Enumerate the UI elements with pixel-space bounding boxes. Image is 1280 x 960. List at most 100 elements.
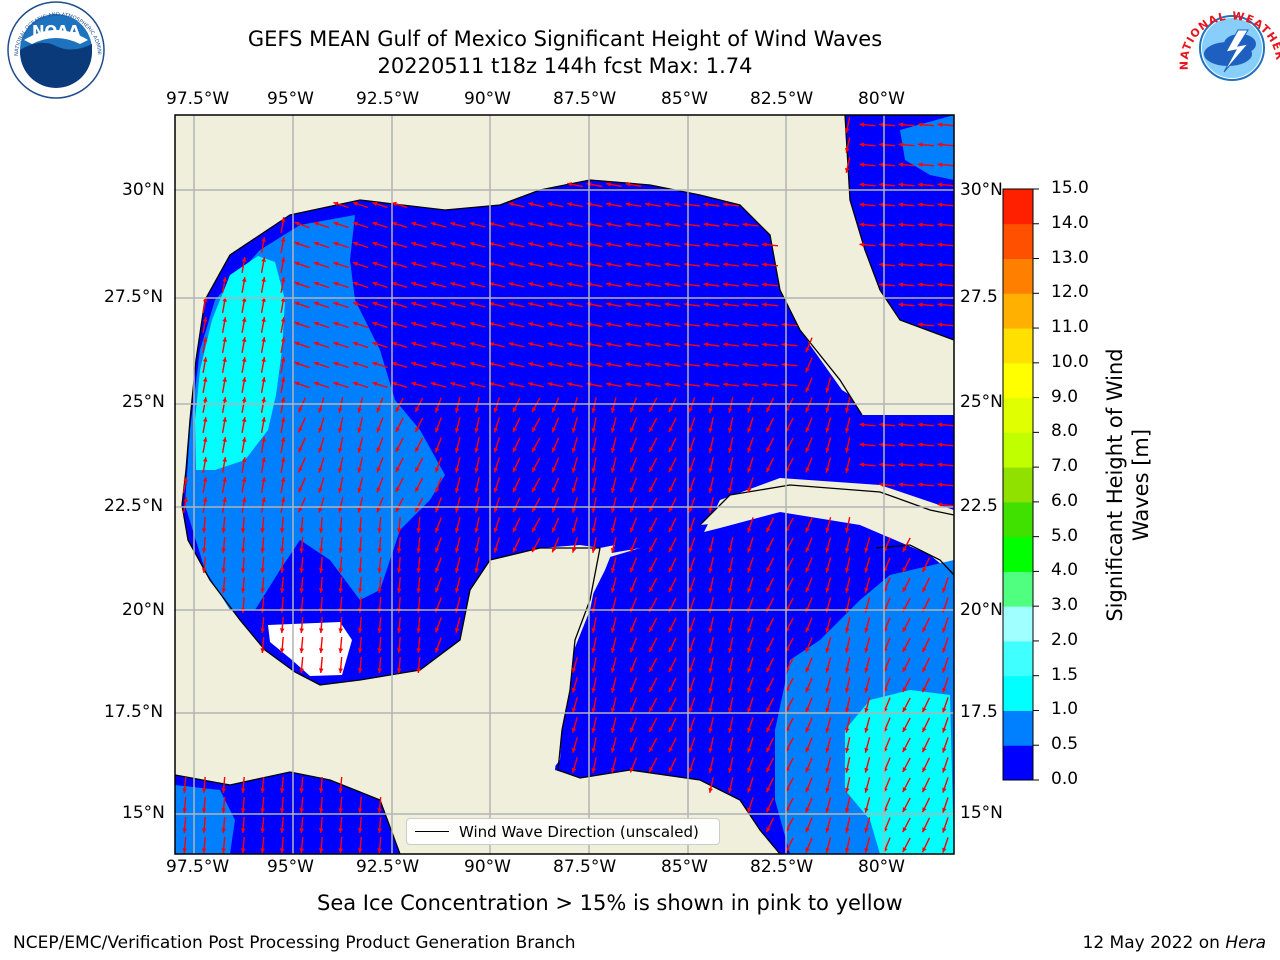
arrow-head (825, 687, 830, 693)
arrow-head (318, 447, 323, 453)
arrow-head (845, 428, 850, 433)
arrow-head (279, 588, 285, 593)
arrow-head (450, 221, 456, 227)
arrow-head (415, 487, 420, 493)
arrow-head (318, 568, 324, 573)
arrow-head (879, 282, 884, 287)
arrow-head (469, 361, 475, 367)
arrow-head (703, 262, 709, 267)
arrow-head (280, 317, 286, 322)
arrow-head (845, 728, 850, 733)
arrow-head (708, 767, 713, 773)
arrow-head (879, 182, 884, 187)
arrow-head (338, 588, 343, 593)
arrow-head (902, 807, 907, 813)
arrow-head (591, 468, 596, 473)
arrow-head (474, 488, 479, 493)
arrow-head (723, 242, 728, 247)
arrow-head (333, 241, 339, 246)
arrow-head (450, 241, 456, 247)
arrow-head (630, 727, 635, 733)
arrow-head (742, 362, 748, 367)
arrow-head (703, 382, 709, 387)
arrow-head (493, 467, 499, 473)
arrow-head (805, 467, 810, 473)
arrow-head (202, 397, 208, 402)
arrow-head (688, 647, 693, 653)
arrow-head (450, 321, 456, 327)
arrow-head (864, 667, 869, 673)
arrow-head (708, 487, 713, 493)
arrow-head (805, 427, 810, 433)
arrow-head (728, 588, 733, 593)
arrow-head (261, 357, 266, 362)
arrow-head (898, 442, 904, 447)
arrow-head (415, 507, 420, 513)
arrow-head (241, 277, 247, 282)
arrow-head (879, 242, 884, 247)
arrow-head (864, 627, 869, 633)
lat-tick-left: 22.5°N (104, 496, 164, 516)
arrow-head (708, 507, 713, 513)
arrow-head (357, 628, 363, 633)
arrow-head (450, 341, 456, 347)
arrow-head (591, 708, 596, 713)
arrow-head (785, 547, 790, 553)
arrow-head (688, 687, 693, 693)
arrow-head (372, 221, 378, 227)
arrow-head (630, 767, 635, 773)
arrow-head (391, 261, 397, 267)
arrow-head (552, 447, 557, 453)
arrow-head (942, 627, 947, 633)
arrow-head (728, 488, 733, 493)
colorbar-swatch (1003, 328, 1033, 364)
arrow-head (391, 381, 397, 387)
arrow-head (201, 568, 207, 573)
arrow-head (567, 282, 572, 287)
arrow-head (747, 767, 752, 773)
arrow-head (261, 317, 266, 322)
arrow-head (902, 567, 907, 573)
arrow-head (391, 241, 397, 247)
arrow-head (552, 507, 557, 513)
arrow-head (357, 467, 362, 473)
arrow-head (299, 668, 304, 673)
arrow-head (902, 827, 907, 833)
arrow-head (357, 487, 362, 493)
arrow-head (649, 627, 654, 633)
arrow-head (937, 462, 943, 467)
arrow-head (241, 377, 247, 382)
colorbar-tick-label: 1.0 (1051, 699, 1079, 720)
arrow-head (260, 568, 265, 573)
arrow-head (415, 427, 420, 433)
arrow-head (532, 527, 537, 533)
arrow-head (742, 322, 748, 327)
arrow-head (222, 417, 227, 422)
arrow-head (352, 281, 358, 287)
arrow-head (645, 222, 650, 227)
arrow-head (222, 497, 227, 502)
arrow-head (630, 627, 635, 633)
arrow-head (547, 222, 553, 227)
arrow-head (747, 527, 752, 533)
arrow-head (318, 848, 324, 853)
arrow-head (221, 788, 226, 793)
arrow-head (766, 427, 771, 433)
arrow-head (825, 527, 830, 533)
arrow-head (859, 162, 865, 167)
arrow-head (922, 807, 927, 813)
arrow-head (805, 587, 810, 593)
arrow-head (703, 242, 709, 247)
arrow-head (942, 727, 947, 733)
arrow-head (668, 447, 673, 453)
arrow-head (649, 527, 654, 533)
arrow-head (455, 407, 460, 413)
arrow-head (922, 747, 927, 753)
arrow-head (805, 667, 810, 673)
arrow-head (338, 448, 343, 453)
arrow-head (241, 357, 247, 362)
arrow-head (762, 302, 767, 307)
arrow-head (688, 747, 693, 753)
arrow-head (664, 202, 670, 207)
